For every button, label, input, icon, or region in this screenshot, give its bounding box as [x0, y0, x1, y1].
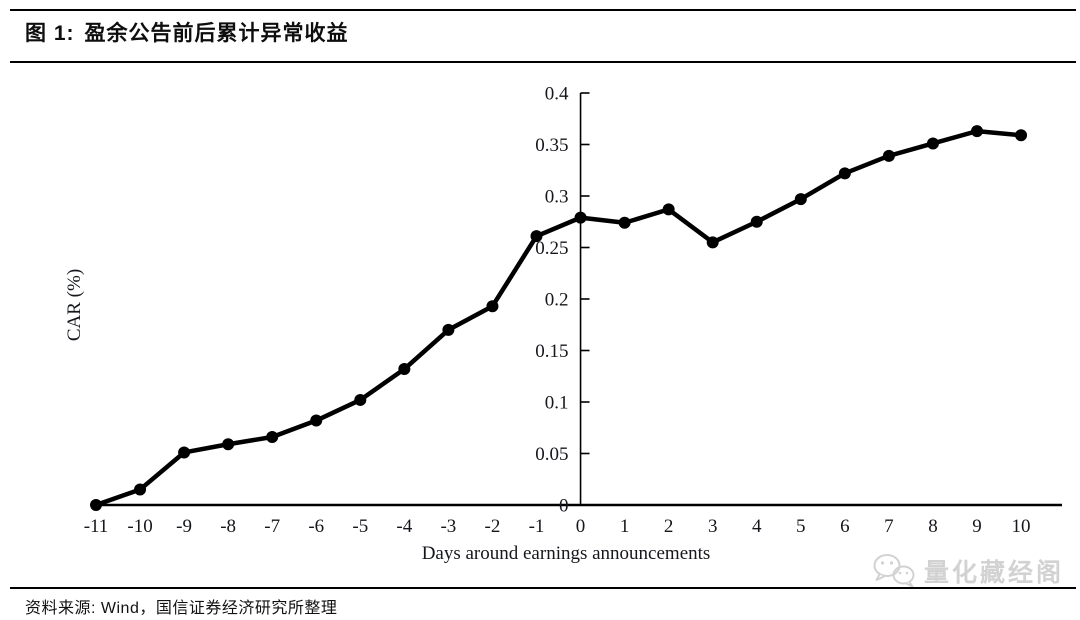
x-tick-label: 1	[620, 516, 630, 537]
data-point	[662, 203, 675, 216]
watermark: 量化藏经阁	[872, 552, 1064, 590]
x-tick-label: -1	[529, 516, 545, 537]
data-line	[93, 128, 1024, 508]
y-tick-label: 0.35	[535, 135, 568, 156]
wechat-icon	[873, 554, 915, 588]
x-tick-label: -8	[220, 516, 236, 537]
data-point	[618, 216, 631, 229]
title-divider	[10, 61, 1076, 63]
bottom-divider	[10, 587, 1076, 589]
data-point	[486, 300, 499, 313]
x-tick-label: 5	[796, 516, 806, 537]
x-tick-label: -2	[485, 516, 501, 537]
x-tick-label: 4	[752, 516, 762, 537]
y-tick-label: 0.3	[545, 187, 569, 208]
source-note: 资料来源: Wind，国信证券经济研究所整理	[25, 600, 338, 617]
data-point	[530, 230, 543, 243]
top-divider	[10, 9, 1076, 11]
x-tick-label: 3	[708, 516, 718, 537]
data-point	[266, 431, 279, 444]
data-point	[178, 446, 191, 459]
data-point	[794, 193, 807, 206]
data-point	[442, 323, 455, 336]
x-tick-label: -5	[352, 516, 368, 537]
y-axis-title: CAR (%)	[64, 269, 85, 341]
figure-number: 图 1:	[25, 22, 75, 45]
data-point	[398, 363, 411, 376]
data-point	[838, 167, 851, 180]
x-tick-label: -7	[264, 516, 280, 537]
x-tick-label: 10	[1012, 516, 1031, 537]
x-tick-label: 9	[972, 516, 982, 537]
x-tick-label: -10	[127, 516, 152, 537]
x-tick-label: 8	[928, 516, 938, 537]
x-tick-label: 6	[840, 516, 850, 537]
figure-title: 图 1: 盈余公告前后累计异常收益	[25, 17, 349, 47]
y-tick-label: 0.1	[545, 393, 569, 414]
y-tick-label: 0	[559, 496, 569, 517]
y-tick-label: 0.15	[535, 341, 568, 362]
x-tick-label: -4	[396, 516, 412, 537]
y-tick-label: 0.05	[535, 444, 568, 465]
y-tick-label: 0.4	[545, 84, 569, 105]
x-tick-label: 7	[884, 516, 894, 537]
data-point	[882, 149, 895, 162]
figure-title-text: 盈余公告前后累计异常收益	[84, 22, 349, 45]
watermark-label: 量化藏经阁	[923, 559, 1064, 587]
x-tick-label: -9	[176, 516, 192, 537]
x-tick-label: -11	[84, 516, 109, 537]
data-point	[971, 125, 983, 138]
x-tick-label: -3	[440, 516, 456, 537]
data-point	[926, 137, 939, 150]
y-tick-label: 0.25	[535, 238, 568, 259]
data-point	[310, 414, 323, 427]
x-axis-title: Days around earnings announcements	[422, 543, 711, 564]
x-tick-label: 0	[576, 516, 586, 537]
x-tick-label: -6	[308, 516, 324, 537]
y-tick-label: 0.2	[545, 290, 569, 311]
data-point	[750, 215, 763, 228]
data-point	[134, 483, 147, 496]
data-point	[706, 236, 719, 249]
data-point	[354, 393, 367, 406]
data-point	[1015, 129, 1028, 142]
data-point	[90, 499, 102, 511]
data-point	[222, 438, 235, 451]
data-point	[574, 211, 587, 224]
x-tick-label: 2	[664, 516, 674, 537]
car-line-chart: 00.050.10.150.20.250.30.350.4-11 -10 -9 -8-…	[64, 84, 1062, 564]
